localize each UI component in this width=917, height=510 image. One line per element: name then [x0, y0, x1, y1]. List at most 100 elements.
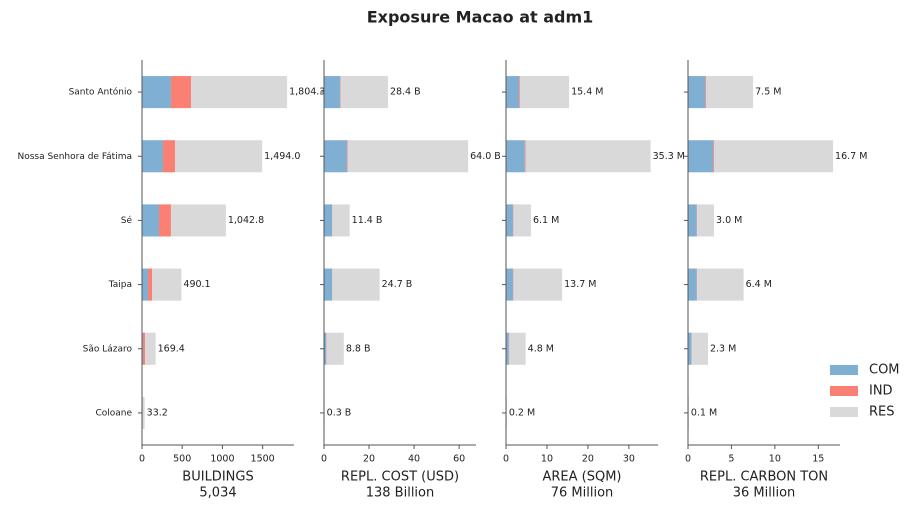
x-tick-label: 0	[685, 454, 691, 465]
x-axis-label: BUILDINGS	[182, 470, 253, 485]
bar-segment	[513, 268, 563, 301]
x-tick-label: 15	[812, 454, 824, 465]
value-label: 1,042.8	[228, 215, 264, 226]
bar-segment	[688, 396, 689, 429]
x-axis-label: AREA (SQM)	[542, 470, 621, 485]
x-tick-label: 20	[363, 454, 375, 465]
bar-segment	[174, 140, 263, 173]
value-label: 3.0 M	[716, 215, 742, 226]
x-tick-label: 0	[503, 454, 509, 465]
bar-segment	[332, 268, 380, 301]
bar-segment	[506, 268, 513, 301]
value-label: 64.0 B	[470, 151, 501, 162]
bar-segment	[506, 204, 513, 237]
bar-segment	[142, 204, 159, 237]
x-tick-label: 40	[408, 454, 420, 465]
value-label: 6.4 M	[746, 279, 772, 290]
bar-segment	[688, 140, 714, 173]
x-tick-label: 10	[769, 454, 781, 465]
value-label: 13.7 M	[564, 279, 596, 290]
value-label: 2.3 M	[710, 343, 736, 354]
value-label: 4.8 M	[528, 343, 554, 354]
bar-segment	[142, 332, 145, 365]
bar-segment	[347, 140, 469, 173]
legend-label: RES	[869, 405, 895, 420]
bar-segment	[170, 76, 192, 109]
bar-segment	[519, 76, 570, 109]
bar-segment	[148, 268, 153, 301]
legend-swatch	[830, 365, 858, 375]
chart-title: Exposure Macao at adm1	[367, 8, 594, 27]
bar-segment	[144, 332, 156, 365]
bar-segment	[346, 140, 348, 173]
bar-segment	[706, 76, 754, 109]
bar-segment	[524, 140, 526, 173]
x-tick-label: 20	[582, 454, 594, 465]
x-tick-label: 60	[453, 454, 465, 465]
bar-segment	[697, 268, 744, 301]
x-axis-summary: 5,034	[199, 486, 236, 501]
value-label: 16.7 M	[835, 151, 867, 162]
x-tick-label: 1500	[251, 454, 275, 465]
legend-label: IND	[869, 384, 893, 399]
category-label: São Lázaro	[83, 344, 133, 354]
value-label: 35.3 M	[653, 151, 685, 162]
category-label: Nossa Senhora de Fátima	[17, 152, 132, 162]
value-label: 6.1 M	[533, 215, 559, 226]
bar-segment	[324, 268, 333, 301]
legend-swatch	[830, 407, 858, 417]
bar-segment	[506, 396, 507, 429]
category-label: Sé	[121, 215, 133, 226]
legend-swatch	[830, 386, 858, 396]
bar-segment	[324, 332, 327, 365]
x-tick-label: 500	[173, 454, 191, 465]
value-label: 0.1 M	[691, 407, 717, 418]
bar-segment	[170, 204, 226, 237]
category-label: Santo António	[69, 87, 133, 98]
bar-segment	[332, 204, 350, 237]
value-label: 490.1	[183, 279, 210, 290]
bar-segment	[688, 204, 697, 237]
value-label: 0.3 B	[327, 407, 352, 418]
value-label: 1,804.3	[289, 87, 325, 98]
bar-segment	[714, 140, 834, 173]
x-axis-summary: 138 Billion	[366, 486, 435, 501]
value-label: 7.5 M	[755, 87, 781, 98]
value-label: 24.7 B	[382, 279, 413, 290]
x-tick-label: 5	[728, 454, 734, 465]
bar-segment	[142, 140, 163, 173]
bar-segment	[340, 76, 388, 109]
bar-segment	[506, 140, 525, 173]
bar-segment	[324, 140, 347, 173]
x-tick-label: 0	[139, 454, 145, 465]
value-label: 169.4	[158, 343, 185, 354]
category-label: Taipa	[108, 280, 132, 290]
bar-segment	[697, 204, 715, 237]
bar-segment	[713, 140, 715, 173]
bar-segment	[326, 332, 344, 365]
value-label: 28.4 B	[390, 87, 421, 98]
bar-segment	[158, 204, 171, 237]
category-label: Coloane	[95, 408, 132, 418]
bar-segment	[688, 332, 692, 365]
bar-segment	[691, 332, 708, 365]
bar-segment	[688, 76, 706, 109]
bar-segment	[162, 140, 175, 173]
legend-label: COM	[869, 363, 900, 378]
value-label: 15.4 M	[571, 87, 603, 98]
bar-segment	[142, 268, 149, 301]
value-label: 0.2 M	[509, 407, 535, 418]
x-axis-summary: 76 Million	[551, 486, 614, 501]
bar-segment	[191, 76, 288, 109]
value-label: 33.2	[147, 407, 168, 418]
bar-segment	[688, 268, 697, 301]
bar-segment	[142, 76, 171, 109]
value-label: 8.8 B	[346, 343, 371, 354]
x-tick-label: 1000	[210, 454, 234, 465]
x-tick-label: 30	[623, 454, 635, 465]
bar-segment	[324, 204, 333, 237]
bar-segment	[142, 396, 145, 429]
bar-segment	[519, 76, 520, 109]
bar-segment	[152, 268, 182, 301]
bar-segment	[506, 332, 509, 365]
